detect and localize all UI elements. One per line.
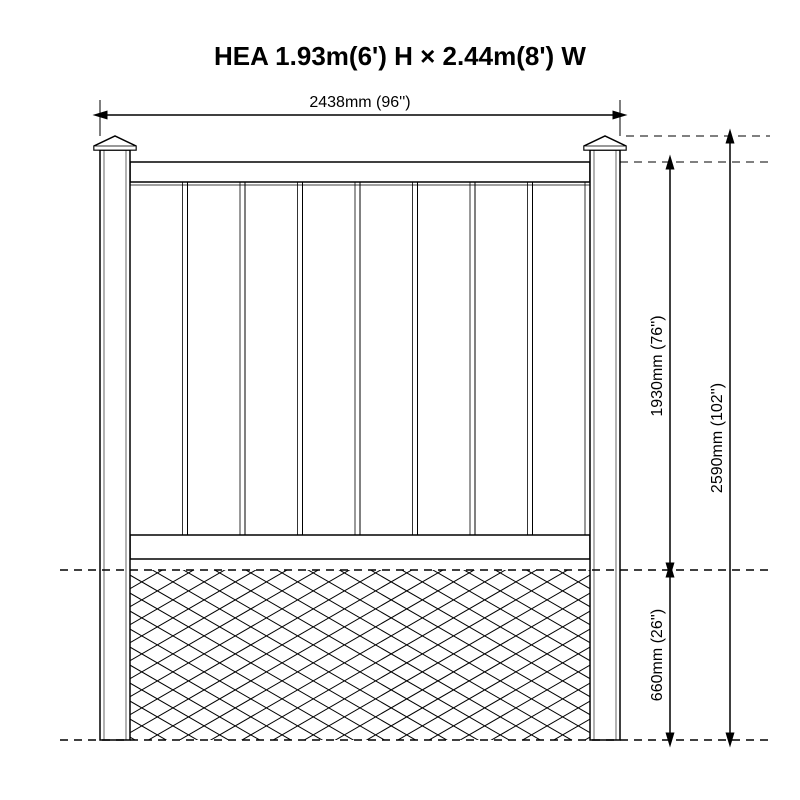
- fence-diagram: HEA 1.93m(6') H × 2.44m(8') W 2438mm (96'…: [0, 0, 800, 800]
- dim-width: 2438mm (96''): [309, 94, 410, 111]
- post: [584, 136, 626, 740]
- dim-panel-height: 1930mm (76''): [649, 315, 666, 416]
- top-rail: [130, 162, 590, 182]
- bottom-rail: [130, 535, 590, 559]
- fence-boards: [130, 182, 590, 535]
- dim-total-height: 2590mm (102''): [709, 383, 726, 493]
- dim-post-depth: 660mm (26''): [649, 609, 666, 701]
- post: [94, 136, 136, 740]
- title: HEA 1.93m(6') H × 2.44m(8') W: [214, 41, 586, 71]
